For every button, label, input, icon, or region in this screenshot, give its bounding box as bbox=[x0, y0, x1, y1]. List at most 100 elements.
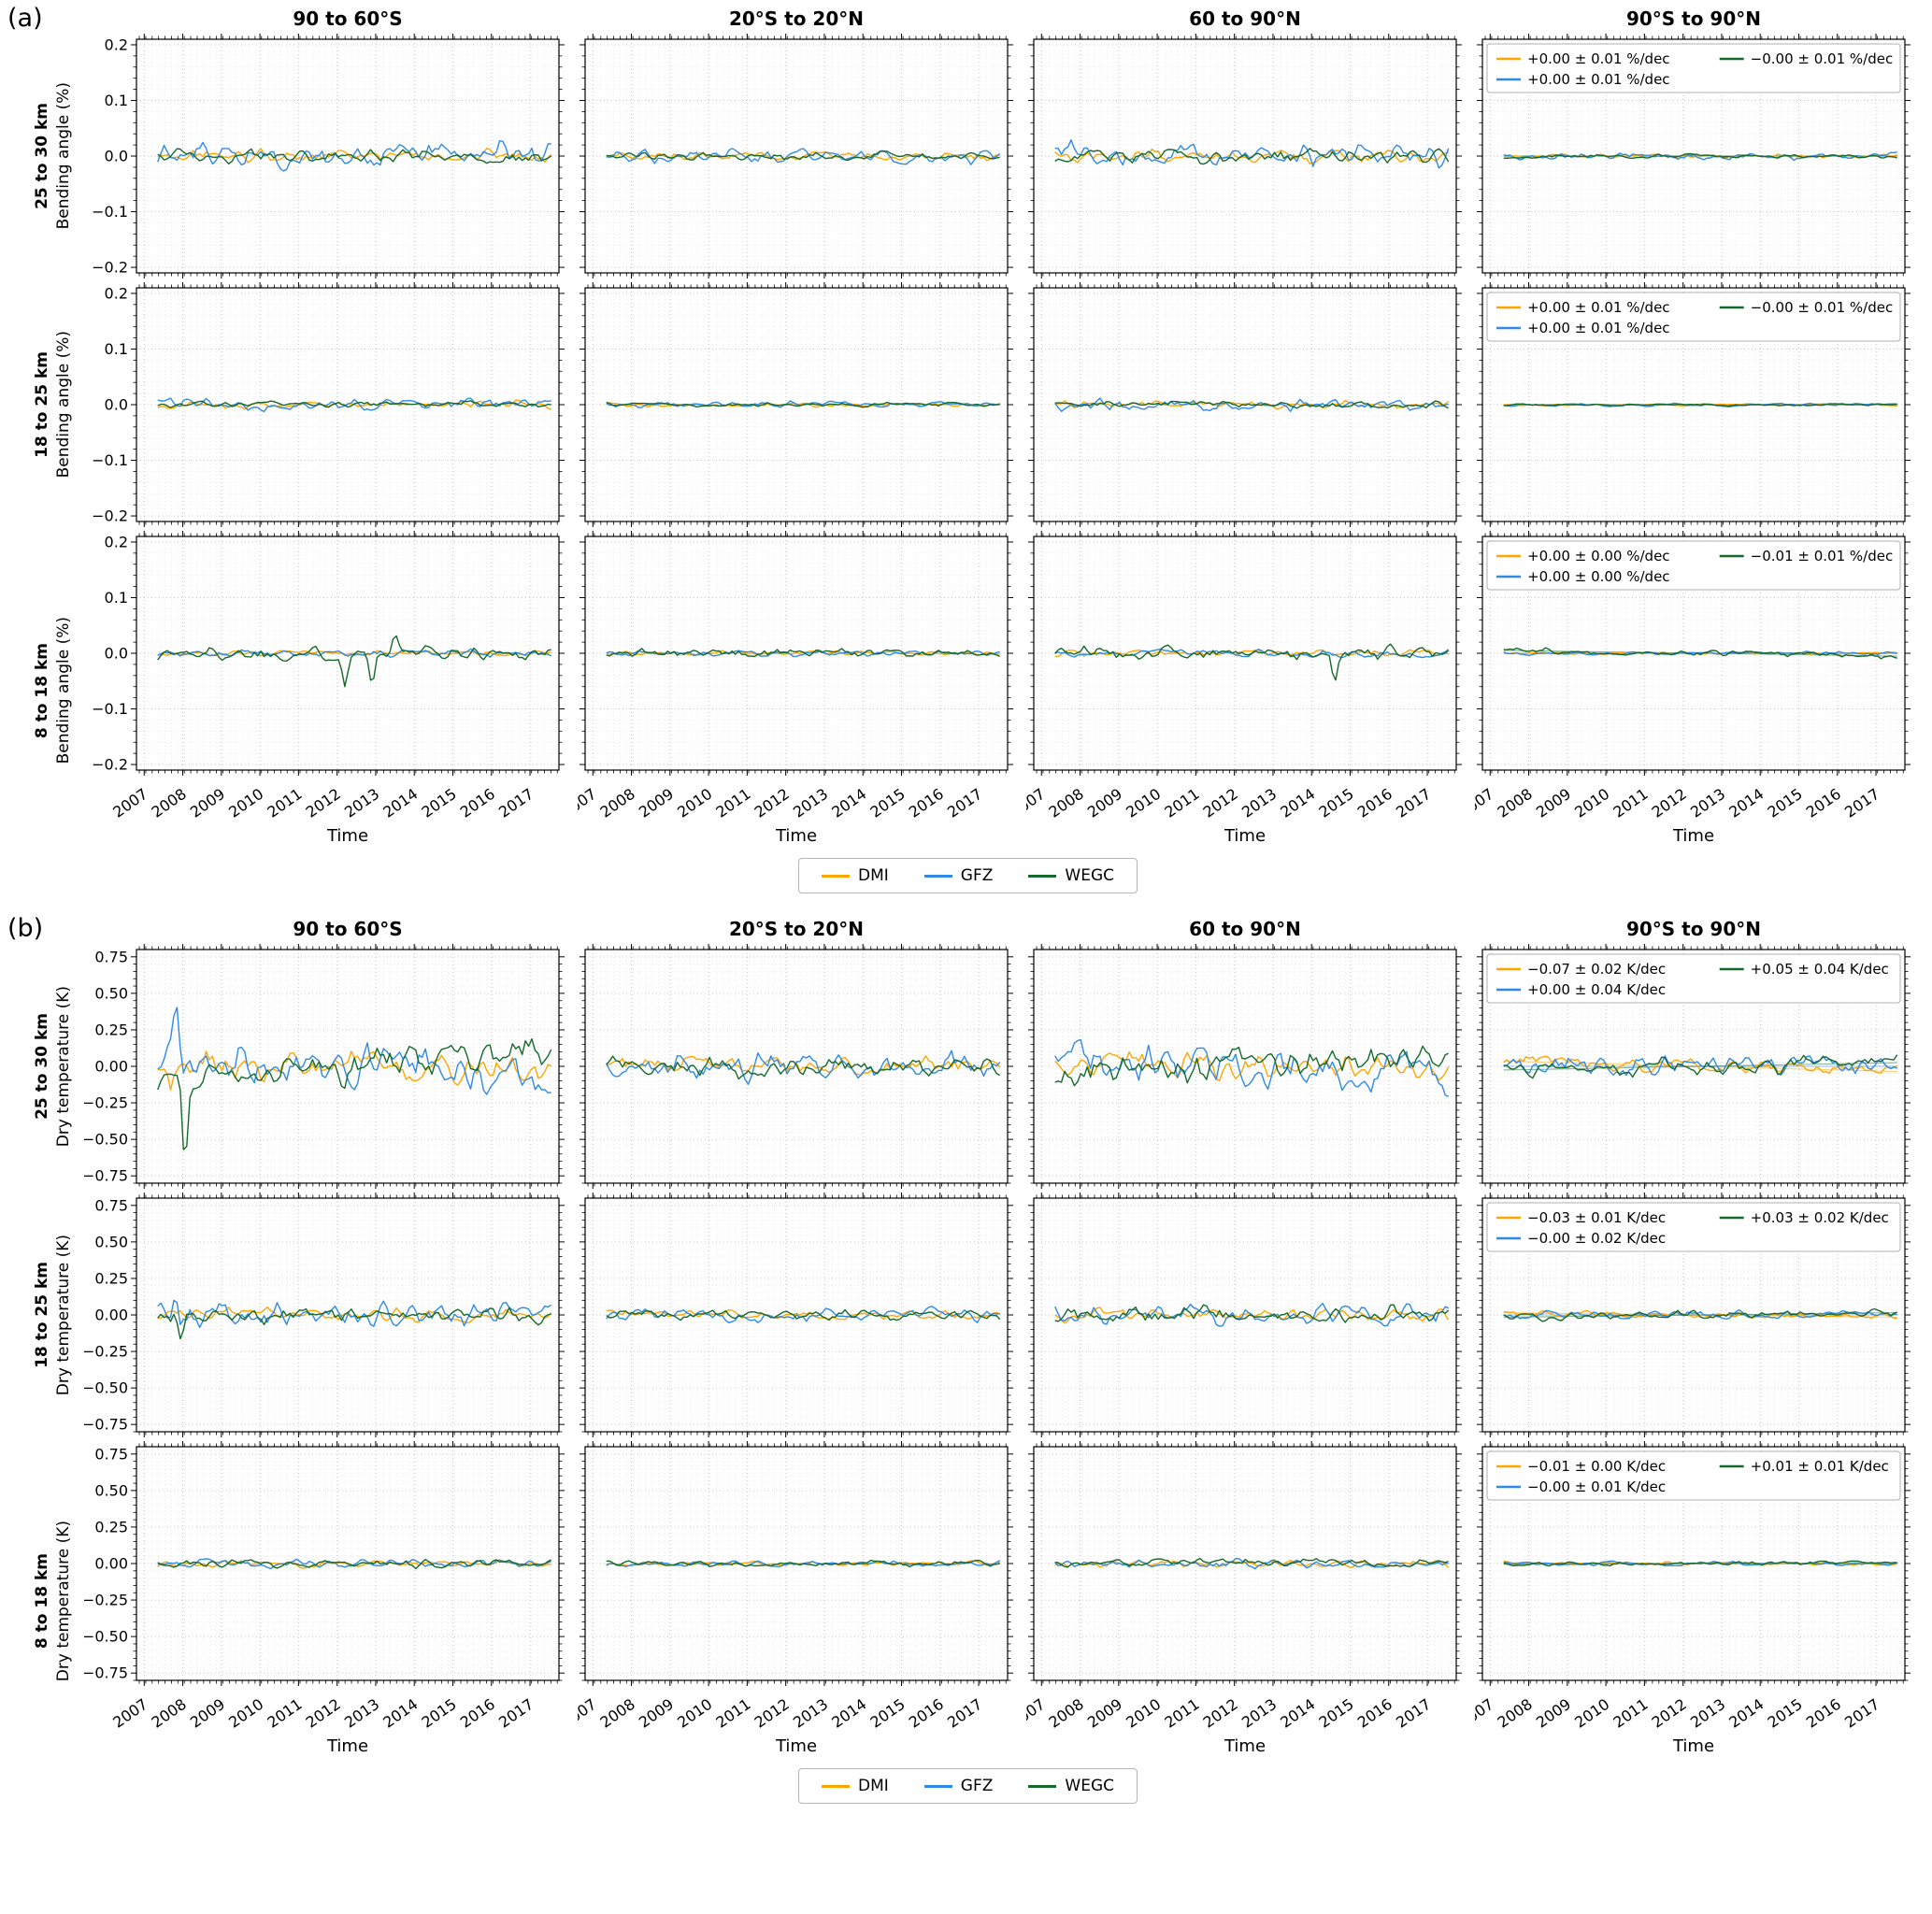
subplot-panela-row0-col1 bbox=[580, 34, 1013, 279]
svg-text:Time: Time bbox=[775, 826, 817, 846]
trend-value-wegc: −0.00 ± 0.01 %/dec bbox=[1751, 50, 1894, 67]
svg-text:2014: 2014 bbox=[828, 785, 869, 821]
plot-row-2: 8 to 18 km Dry temperature (K) 0.75 0.50 0.2… bbox=[7, 1439, 1928, 1763]
trend-value-gfz: −0.00 ± 0.01 K/dec bbox=[1527, 1478, 1666, 1495]
column-title-2: 60 to 90°N bbox=[1189, 7, 1301, 30]
subplot-panelb-row1-col1 bbox=[580, 1193, 1013, 1437]
subplot-panela-row2-col1: 2007200820092010201120122013201420152016… bbox=[578, 531, 1013, 846]
svg-text:2015: 2015 bbox=[1316, 785, 1357, 821]
svg-text:2009: 2009 bbox=[1084, 785, 1125, 821]
gfz-line-swatch bbox=[923, 874, 952, 878]
subplot-panelb-row0-col1 bbox=[580, 944, 1013, 1189]
svg-text:−0.2: −0.2 bbox=[92, 259, 128, 277]
legend-item-wegc: WEGC bbox=[1028, 866, 1114, 885]
column-title-0: 90 to 60°S bbox=[293, 918, 403, 940]
panel-a-legend: DMI GFZ WEGC bbox=[7, 858, 1928, 893]
y-axis-label: Dry temperature (K) bbox=[54, 985, 73, 1148]
column-title-1: 20°S to 20°N bbox=[728, 918, 865, 940]
svg-text:2011: 2011 bbox=[264, 785, 305, 821]
legend-item-wegc: WEGC bbox=[1028, 1777, 1114, 1795]
svg-text:2014: 2014 bbox=[379, 785, 421, 821]
trend-value-gfz: +0.00 ± 0.00 %/dec bbox=[1527, 568, 1670, 585]
trend-value-gfz: +0.00 ± 0.01 %/dec bbox=[1527, 71, 1670, 88]
legend-label: WEGC bbox=[1065, 1777, 1114, 1795]
subplot-panela-row2-col3: 2007200820092010201120122013201420152016… bbox=[1475, 531, 1911, 846]
svg-text:0.1: 0.1 bbox=[105, 589, 128, 607]
subplot-panelb-row2-col1: 2007200820092010201120122013201420152016… bbox=[578, 1441, 1013, 1756]
panel-b-label: (b) bbox=[7, 914, 44, 943]
svg-text:2010: 2010 bbox=[1123, 785, 1164, 821]
svg-text:0.2: 0.2 bbox=[105, 36, 128, 53]
svg-text:−0.1: −0.1 bbox=[92, 700, 128, 718]
trend-value-wegc: −0.00 ± 0.01 %/dec bbox=[1751, 299, 1894, 316]
svg-text:0.2: 0.2 bbox=[105, 533, 128, 550]
svg-text:2015: 2015 bbox=[419, 785, 460, 821]
legend-item-gfz: GFZ bbox=[923, 866, 993, 885]
svg-text:2012: 2012 bbox=[751, 785, 793, 821]
altitude-label: 18 to 25 km bbox=[33, 351, 51, 458]
dmi-line-swatch bbox=[822, 874, 850, 878]
y-axis-label: Bending angle (%) bbox=[54, 617, 73, 764]
altitude-label: 18 to 25 km bbox=[33, 1262, 51, 1368]
row-label: 18 to 25 km Dry temperature (K) bbox=[7, 1191, 73, 1439]
svg-text:2016: 2016 bbox=[1354, 785, 1395, 821]
trend-value-dmi: +0.00 ± 0.01 %/dec bbox=[1527, 299, 1670, 316]
trend-value-gfz: +0.00 ± 0.01 %/dec bbox=[1527, 320, 1670, 336]
column-titles: 90 to 60°S 20°S to 20°N 60 to 90°N 90°S to … bbox=[7, 918, 1928, 940]
svg-text:2016: 2016 bbox=[1803, 785, 1844, 821]
panel-a-grid: 90 to 60°S 20°S to 20°N 60 to 90°N 90°S to … bbox=[7, 7, 1928, 852]
legend-label: DMI bbox=[858, 866, 889, 885]
row-label: 25 to 30 km Bending angle (%) bbox=[7, 32, 73, 280]
svg-text:0.75: 0.75 bbox=[94, 948, 128, 965]
legend-box: DMI GFZ WEGC bbox=[798, 1768, 1138, 1804]
gfz-line-swatch bbox=[923, 1784, 952, 1788]
subplot-panelb-row2-col2: 2007200820092010201120122013201420152016… bbox=[1026, 1441, 1462, 1756]
svg-text:2014: 2014 bbox=[1277, 785, 1318, 821]
svg-text:2014: 2014 bbox=[1725, 785, 1767, 821]
plot-row-0: 25 to 30 km Dry temperature (K) 0.75 0.50 0.… bbox=[7, 942, 1928, 1191]
svg-text:2013: 2013 bbox=[1687, 785, 1728, 821]
subplot-panela-row1-col2 bbox=[1028, 282, 1462, 527]
svg-text:2013: 2013 bbox=[1238, 785, 1280, 821]
row-label: 18 to 25 km Bending angle (%) bbox=[7, 280, 73, 529]
svg-text:2007: 2007 bbox=[1475, 785, 1497, 821]
subplot-panela-row1-col0: 0.2 0.1 0.0 −0.1 −0.2 bbox=[92, 282, 565, 527]
svg-text:2017: 2017 bbox=[495, 785, 537, 821]
svg-text:2007: 2007 bbox=[109, 785, 150, 821]
svg-text:−0.1: −0.1 bbox=[92, 451, 128, 469]
svg-text:2007: 2007 bbox=[1026, 785, 1049, 821]
svg-text:2017: 2017 bbox=[1393, 785, 1434, 821]
svg-text:2011: 2011 bbox=[712, 785, 753, 821]
svg-text:2009: 2009 bbox=[636, 785, 677, 821]
legend-label: GFZ bbox=[960, 1777, 994, 1795]
svg-text:2009: 2009 bbox=[1533, 785, 1574, 821]
subplot-panelb-row1-col3: −0.03 ± 0.01 K/dec −0.00 ± 0.02 K/dec +0.0… bbox=[1477, 1193, 1911, 1437]
svg-text:2007: 2007 bbox=[578, 785, 600, 821]
svg-text:2016: 2016 bbox=[906, 785, 947, 821]
trend-value-dmi: +0.00 ± 0.00 %/dec bbox=[1527, 548, 1670, 564]
column-title-3: 90°S to 90°N bbox=[1625, 7, 1762, 30]
trend-value-gfz: −0.00 ± 0.02 K/dec bbox=[1527, 1230, 1666, 1247]
legend-item-dmi: DMI bbox=[822, 1777, 889, 1795]
row-label: 8 to 18 km Dry temperature (K) bbox=[7, 1439, 73, 1763]
panel-a: (a) 90 to 60°S 20°S to 20°N 60 to 90°N 90°S… bbox=[7, 4, 1928, 893]
trend-value-wegc: +0.01 ± 0.01 K/dec bbox=[1751, 1458, 1889, 1475]
altitude-label: 8 to 18 km bbox=[33, 1552, 51, 1650]
svg-text:0.2: 0.2 bbox=[105, 284, 128, 302]
legend-label: WEGC bbox=[1065, 866, 1114, 885]
svg-text:2008: 2008 bbox=[149, 785, 190, 821]
y-axis-label: Dry temperature (K) bbox=[54, 1520, 73, 1682]
svg-text:Time: Time bbox=[326, 826, 368, 846]
column-titles: 90 to 60°S 20°S to 20°N 60 to 90°N 90°S to … bbox=[7, 7, 1928, 30]
column-title-0: 90 to 60°S bbox=[293, 7, 403, 30]
subplot-panela-row1-col3: +0.00 ± 0.01 %/dec +0.00 ± 0.01 %/dec −0.0… bbox=[1477, 282, 1911, 527]
svg-text:−0.1: −0.1 bbox=[92, 203, 128, 221]
svg-text:−0.2: −0.2 bbox=[92, 507, 128, 525]
altitude-label: 8 to 18 km bbox=[33, 642, 51, 739]
svg-text:−0.50: −0.50 bbox=[84, 1131, 128, 1149]
trend-value-dmi: −0.03 ± 0.01 K/dec bbox=[1527, 1209, 1666, 1226]
plot-row-2: 8 to 18 km Bending angle (%) 0.2 0.1 0.0 −0.1… bbox=[7, 529, 1928, 852]
svg-text:2016: 2016 bbox=[457, 785, 498, 821]
y-axis-label: Bending angle (%) bbox=[54, 331, 73, 478]
svg-text:2017: 2017 bbox=[1841, 785, 1882, 821]
